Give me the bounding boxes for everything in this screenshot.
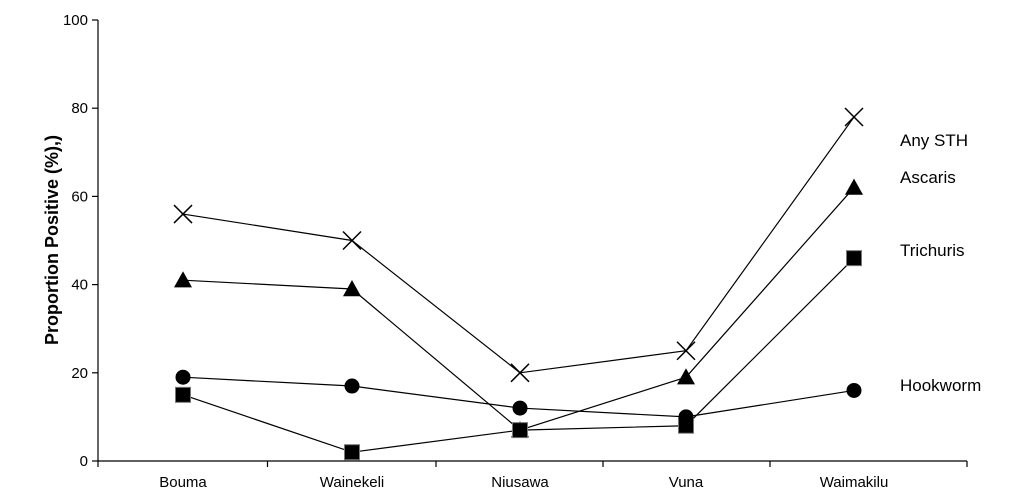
y-axis-label: Proportion Positive (%),) bbox=[42, 135, 62, 345]
series-labels: Any STH Ascaris Trichuris Hookworm bbox=[900, 131, 981, 395]
triangle-icon bbox=[677, 368, 695, 385]
circle-icon bbox=[678, 409, 694, 425]
x-icon bbox=[676, 341, 696, 361]
series-label: Trichuris bbox=[900, 241, 965, 260]
x-tick-label: Niusawa bbox=[491, 474, 549, 491]
square-icon bbox=[175, 386, 191, 403]
triangle-icon bbox=[845, 178, 863, 195]
series-label: Hookworm bbox=[900, 376, 981, 395]
y-tick-label: 100 bbox=[63, 12, 88, 29]
y-tick-label: 0 bbox=[80, 453, 88, 470]
x-icon bbox=[844, 107, 864, 127]
square-icon bbox=[846, 250, 862, 267]
x-tick-label: Vuna bbox=[669, 474, 704, 491]
y-tick-label: 60 bbox=[71, 188, 88, 205]
square-icon bbox=[512, 422, 528, 439]
x-icon bbox=[173, 204, 193, 224]
series-label: Any STH bbox=[900, 131, 968, 150]
series-line-ascaris bbox=[182, 187, 855, 431]
series-line-any-sth bbox=[182, 116, 855, 374]
square-icon bbox=[344, 444, 360, 461]
series-label: Ascaris bbox=[900, 168, 956, 187]
circle-icon bbox=[512, 400, 528, 416]
circle-icon bbox=[175, 369, 191, 385]
triangle-icon bbox=[174, 271, 192, 288]
series-markers bbox=[173, 107, 864, 461]
x-tick-label: Wainekeli bbox=[320, 474, 384, 491]
circle-icon bbox=[846, 382, 862, 398]
x-tick-label: Waimakilu bbox=[820, 474, 889, 491]
circle-icon bbox=[344, 378, 360, 394]
axes: 0 20 40 60 80 100 Bouma Wainekeli Niusawa Vuna Wai… bbox=[63, 12, 968, 491]
y-tick-label: 80 bbox=[71, 100, 88, 117]
x-icon bbox=[342, 230, 362, 251]
y-tick-label: 40 bbox=[71, 277, 88, 294]
triangle-icon bbox=[343, 280, 361, 297]
x-tick-label: Bouma bbox=[159, 474, 207, 491]
x-icon bbox=[510, 363, 530, 383]
y-tick-label: 20 bbox=[71, 365, 88, 382]
